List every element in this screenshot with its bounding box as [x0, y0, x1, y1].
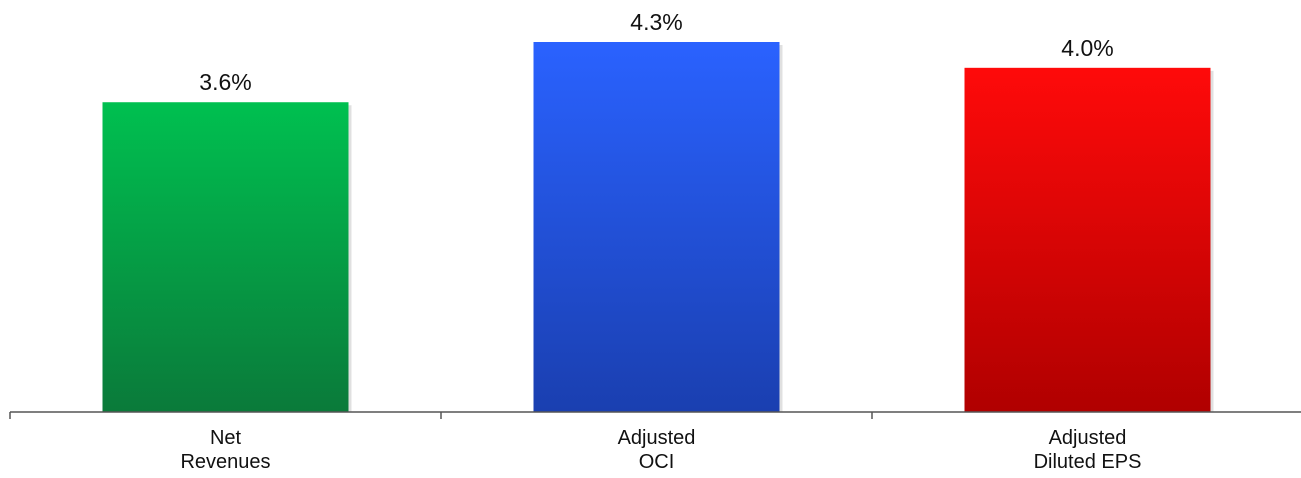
x-axis [9, 411, 1301, 419]
category-label-0-line-1: Revenues [180, 451, 270, 473]
labels-layer: 3.6%NetRevenues4.3%AdjustedOCI4.0%Adjust… [180, 9, 1141, 473]
bars-layer [102, 42, 1214, 413]
category-label-2-line-0: Adjusted [1049, 427, 1127, 449]
data-label-0: 3.6% [199, 69, 251, 95]
data-label-1: 4.3% [630, 9, 682, 35]
bar-1 [533, 42, 780, 412]
category-label-1-line-0: Adjusted [618, 427, 696, 449]
bar-0 [102, 102, 349, 413]
category-label-1-line-1: OCI [639, 451, 675, 473]
bar-2 [964, 67, 1211, 412]
data-label-2: 4.0% [1061, 35, 1113, 61]
category-label-0-line-0: Net [210, 427, 242, 449]
category-label-2-line-1: Diluted EPS [1034, 451, 1142, 473]
